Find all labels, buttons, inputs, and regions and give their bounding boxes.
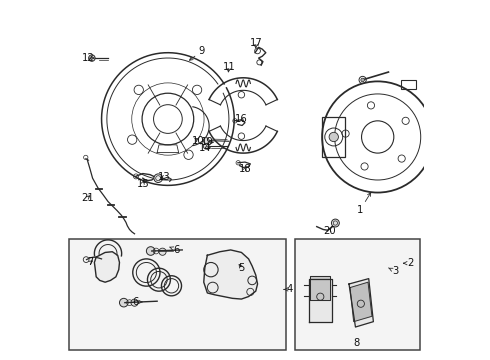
- Polygon shape: [309, 279, 332, 321]
- Text: 3: 3: [389, 266, 399, 276]
- Circle shape: [329, 132, 339, 141]
- Bar: [295, 239, 420, 350]
- Circle shape: [154, 174, 163, 183]
- Text: 9: 9: [190, 46, 205, 60]
- Text: 8: 8: [353, 338, 359, 348]
- Text: 10: 10: [192, 136, 205, 145]
- Bar: [322, 117, 345, 157]
- Text: 21: 21: [81, 193, 94, 203]
- Circle shape: [203, 143, 209, 149]
- Text: 1: 1: [357, 193, 371, 216]
- Text: 16: 16: [235, 114, 248, 124]
- Text: 11: 11: [222, 62, 235, 72]
- Circle shape: [120, 298, 128, 307]
- Polygon shape: [204, 250, 258, 299]
- Polygon shape: [350, 282, 372, 321]
- Text: 2: 2: [404, 258, 413, 268]
- Circle shape: [331, 219, 339, 227]
- Polygon shape: [310, 276, 330, 300]
- Text: 20: 20: [323, 226, 336, 236]
- Text: 14: 14: [198, 143, 211, 153]
- Text: 5: 5: [238, 263, 245, 273]
- Circle shape: [159, 248, 166, 255]
- Text: 6: 6: [170, 245, 180, 255]
- Text: 4: 4: [284, 284, 293, 294]
- Circle shape: [203, 138, 209, 143]
- Text: 12: 12: [81, 53, 94, 63]
- Text: 6: 6: [132, 297, 142, 307]
- Circle shape: [361, 78, 365, 82]
- Text: 7: 7: [87, 257, 93, 267]
- Text: 19: 19: [201, 138, 214, 147]
- Bar: [401, 80, 416, 89]
- Text: 18: 18: [239, 164, 251, 174]
- Bar: [69, 239, 286, 350]
- Polygon shape: [349, 279, 373, 327]
- Circle shape: [131, 299, 138, 306]
- Circle shape: [89, 55, 95, 61]
- Polygon shape: [95, 252, 120, 282]
- Circle shape: [147, 247, 155, 255]
- Text: 15: 15: [136, 179, 149, 189]
- Text: 13: 13: [158, 172, 171, 182]
- Text: 17: 17: [249, 38, 262, 48]
